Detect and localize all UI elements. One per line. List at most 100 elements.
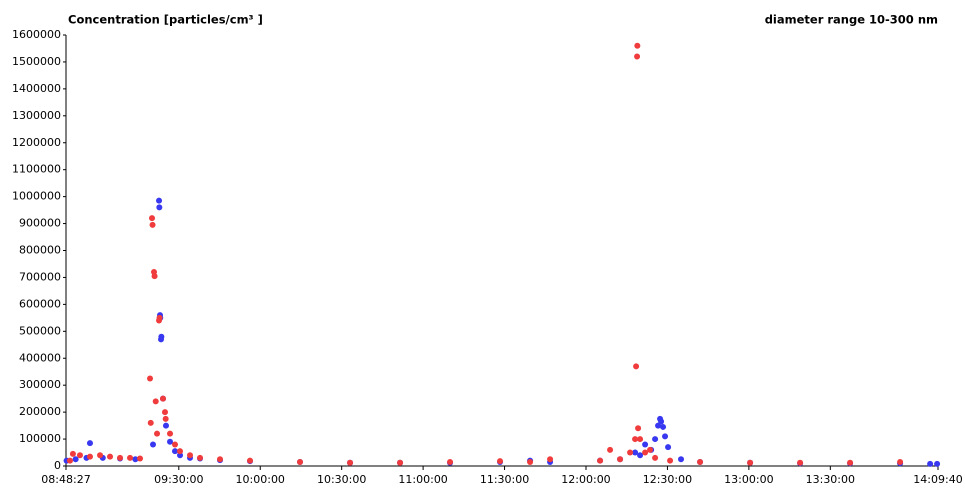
point	[132, 456, 139, 463]
point	[678, 456, 685, 463]
y-tick-label: 700000	[19, 270, 61, 283]
point	[152, 398, 159, 405]
point	[217, 456, 224, 463]
point	[547, 456, 554, 463]
y-tick-label: 1300000	[12, 109, 61, 122]
y-tick-label: 400000	[19, 351, 61, 364]
point	[347, 459, 354, 466]
point	[162, 422, 169, 429]
point	[637, 452, 644, 459]
point	[156, 197, 163, 204]
y-tick-label: 800000	[19, 244, 61, 257]
point	[660, 423, 667, 430]
point	[634, 42, 641, 49]
y-tick-label: 0	[54, 459, 61, 472]
point	[597, 457, 604, 464]
x-tick-label: 11:00:00	[398, 473, 447, 486]
point	[642, 441, 649, 448]
point	[627, 449, 634, 456]
point	[117, 454, 124, 461]
point	[642, 449, 649, 456]
y-tick-label: 1100000	[12, 163, 61, 176]
point	[797, 459, 804, 466]
point	[897, 458, 904, 465]
point	[647, 446, 654, 453]
x-tick-label: 14:09:40	[913, 473, 962, 486]
point	[637, 436, 644, 443]
point	[634, 53, 641, 60]
point	[156, 204, 163, 211]
point	[662, 433, 669, 440]
point	[160, 395, 167, 402]
point	[162, 415, 169, 422]
y-tick-label: 500000	[19, 324, 61, 337]
chart-subtitle: diameter range 10-300 nm	[765, 13, 938, 27]
point	[607, 446, 614, 453]
point	[697, 458, 704, 465]
point	[665, 444, 672, 451]
point	[137, 455, 144, 462]
point	[171, 441, 178, 448]
point	[187, 452, 194, 459]
point	[158, 333, 165, 340]
point	[127, 454, 134, 461]
x-tick-label: 11:30:00	[480, 473, 529, 486]
y-tick-label: 1500000	[12, 55, 61, 68]
point	[927, 460, 934, 467]
point	[147, 375, 154, 382]
y-tick-label: 900000	[19, 217, 61, 230]
point	[497, 458, 504, 465]
x-tick-label: 10:30:00	[317, 473, 366, 486]
point	[149, 215, 156, 222]
point	[76, 452, 83, 459]
point	[86, 440, 93, 447]
x-tick-label: 12:30:00	[643, 473, 692, 486]
y-tick-label: 1600000	[12, 28, 61, 41]
x-tick-label: 09:30:00	[154, 473, 203, 486]
chart-title: Concentration [particles/cm³ ]	[68, 13, 263, 27]
x-tick-label: 12:00:00	[561, 473, 610, 486]
point	[167, 430, 174, 437]
point	[747, 459, 754, 466]
point	[151, 273, 158, 280]
point	[171, 448, 178, 455]
point	[147, 419, 154, 426]
point	[150, 441, 157, 448]
point	[107, 453, 114, 460]
point	[197, 454, 204, 461]
point	[617, 456, 624, 463]
point	[177, 448, 184, 455]
point	[167, 438, 174, 445]
point	[667, 457, 674, 464]
point	[86, 453, 93, 460]
y-tick-label: 100000	[19, 432, 61, 445]
point	[247, 457, 254, 464]
point	[66, 457, 73, 464]
point	[934, 460, 941, 467]
point	[149, 221, 156, 228]
point	[847, 459, 854, 466]
point	[97, 452, 104, 459]
y-tick-label: 1000000	[12, 190, 61, 203]
y-tick-label: 600000	[19, 297, 61, 310]
y-tick-label: 300000	[19, 378, 61, 391]
point	[397, 459, 404, 466]
x-tick-label: 13:00:00	[724, 473, 773, 486]
point	[632, 449, 639, 456]
point	[652, 454, 659, 461]
point	[72, 456, 79, 463]
x-tick-label: 08:48:27	[41, 473, 90, 486]
point	[635, 425, 642, 432]
y-tick-label: 1200000	[12, 136, 61, 149]
point	[633, 363, 640, 370]
point	[527, 458, 534, 465]
y-tick-label: 200000	[19, 405, 61, 418]
point	[658, 418, 665, 425]
x-tick-label: 10:00:00	[236, 473, 285, 486]
point	[652, 436, 659, 443]
point	[161, 409, 168, 416]
y-tick-label: 1400000	[12, 82, 61, 95]
point	[69, 450, 76, 457]
point	[297, 458, 304, 465]
